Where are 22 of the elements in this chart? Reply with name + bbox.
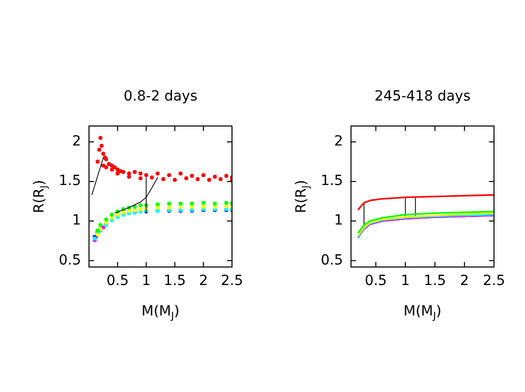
x-tick-label: 0.5: [106, 273, 129, 290]
y-axis-title: R(RJ): [294, 180, 312, 214]
y-axis-title: R(RJ): [32, 180, 50, 214]
y-tick-label: 1.5: [58, 173, 81, 190]
y-tick-label: 2: [72, 133, 81, 150]
chart-title: 245-418 days: [374, 88, 471, 105]
x-tick-label: 1: [400, 273, 410, 290]
x-tick-label: 0.5: [364, 273, 387, 290]
x-tick-label: 1: [142, 273, 151, 290]
y-tick-label: 2: [334, 133, 343, 150]
x-tick-label: 1.5: [424, 273, 446, 290]
x-tick-label: 1.5: [164, 273, 186, 290]
y-tick-label: 1: [72, 212, 81, 229]
y-tick-label: 0.5: [320, 252, 343, 268]
chart-title: 0.8-2 days: [124, 88, 198, 105]
x-tick-label: 2: [460, 273, 469, 290]
y-tick-label: 0.5: [58, 252, 81, 268]
x-tick-label: 2.5: [482, 273, 506, 290]
x-tick-label: 2: [198, 273, 208, 290]
y-tick-label: 1: [334, 212, 343, 229]
y-tick-label: 1.5: [320, 173, 343, 190]
x-tick-label: 2.5: [220, 273, 244, 290]
